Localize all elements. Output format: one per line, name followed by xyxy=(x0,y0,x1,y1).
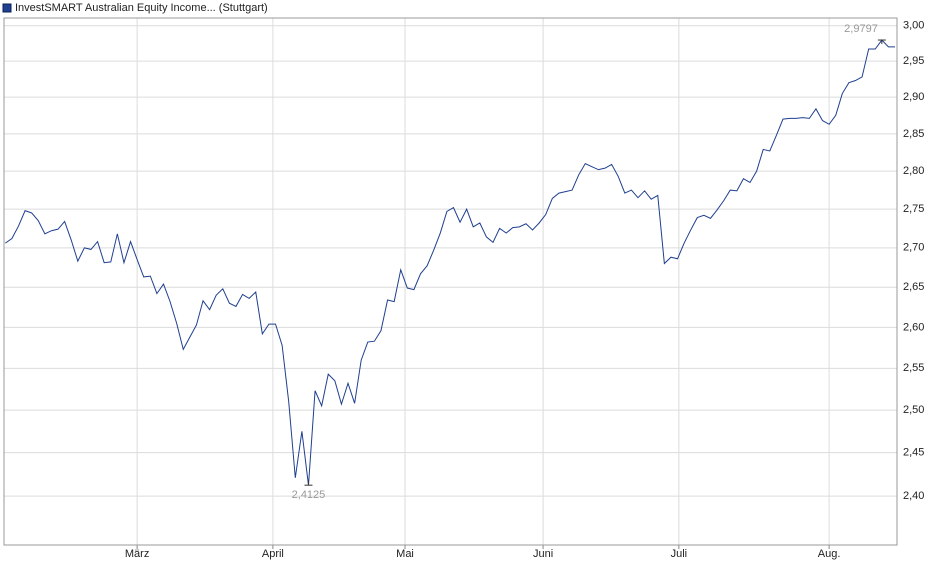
y-tick-label: 2,50 xyxy=(903,404,924,416)
y-tick-label: 3,00 xyxy=(903,20,924,32)
x-tick-label: Aug. xyxy=(818,548,841,560)
value-label: 2,4125 xyxy=(292,489,326,501)
x-tick-label: April xyxy=(262,548,284,560)
y-tick-label: 2,65 xyxy=(903,281,924,293)
x-tick-label: Juni xyxy=(533,548,553,560)
x-tick-label: Mai xyxy=(396,548,414,560)
value-label: 2,9797 xyxy=(844,23,878,35)
series-line xyxy=(5,39,896,486)
y-tick-label: 2,45 xyxy=(903,447,924,459)
y-tick-label: 2,80 xyxy=(903,165,924,177)
y-tick-label: 2,95 xyxy=(903,55,924,67)
y-tick-label: 2,40 xyxy=(903,490,924,502)
x-tick-label: März xyxy=(125,548,149,560)
y-tick-label: 2,55 xyxy=(903,362,924,374)
y-tick-label: 2,70 xyxy=(903,242,924,254)
legend-label: InvestSMART Australian Equity Income... … xyxy=(15,2,268,14)
plot-frame xyxy=(3,17,898,546)
y-tick-label: 2,90 xyxy=(903,91,924,103)
y-tick-label: 2,60 xyxy=(903,321,924,333)
y-tick-label: 2,85 xyxy=(903,128,924,140)
legend-swatch xyxy=(2,3,12,13)
x-tick-label: Juli xyxy=(671,548,688,560)
y-tick-label: 2,75 xyxy=(903,203,924,215)
